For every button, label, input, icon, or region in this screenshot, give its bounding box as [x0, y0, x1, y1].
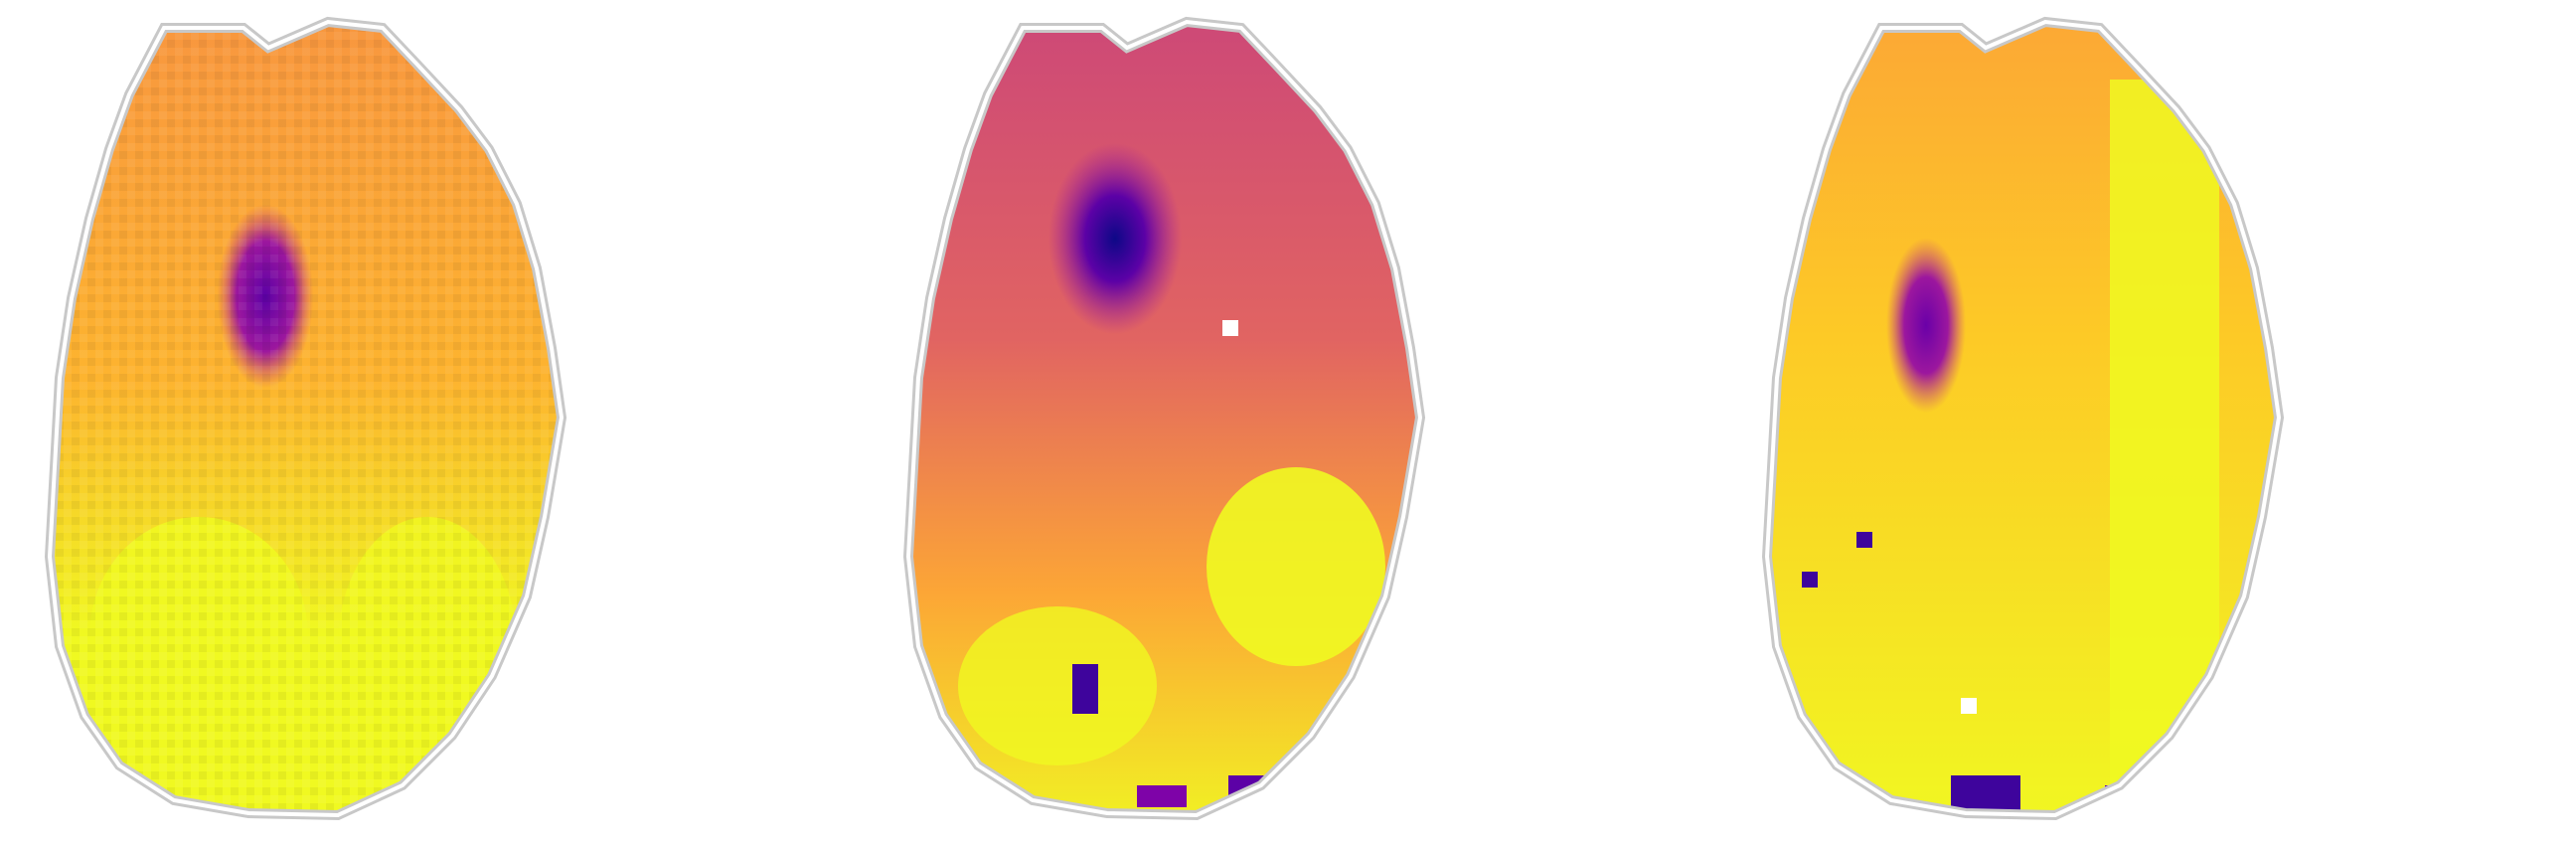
brain-slice-3-heatmap	[1761, 16, 2285, 821]
brain-slice-2-heatmap	[902, 16, 1426, 821]
brain-slice-1-heatmap	[44, 16, 567, 821]
brain-slice-panel-3	[1717, 0, 2576, 847]
brain-slice-panel-1	[0, 0, 859, 847]
brain-slice-panel-2	[859, 0, 1717, 847]
